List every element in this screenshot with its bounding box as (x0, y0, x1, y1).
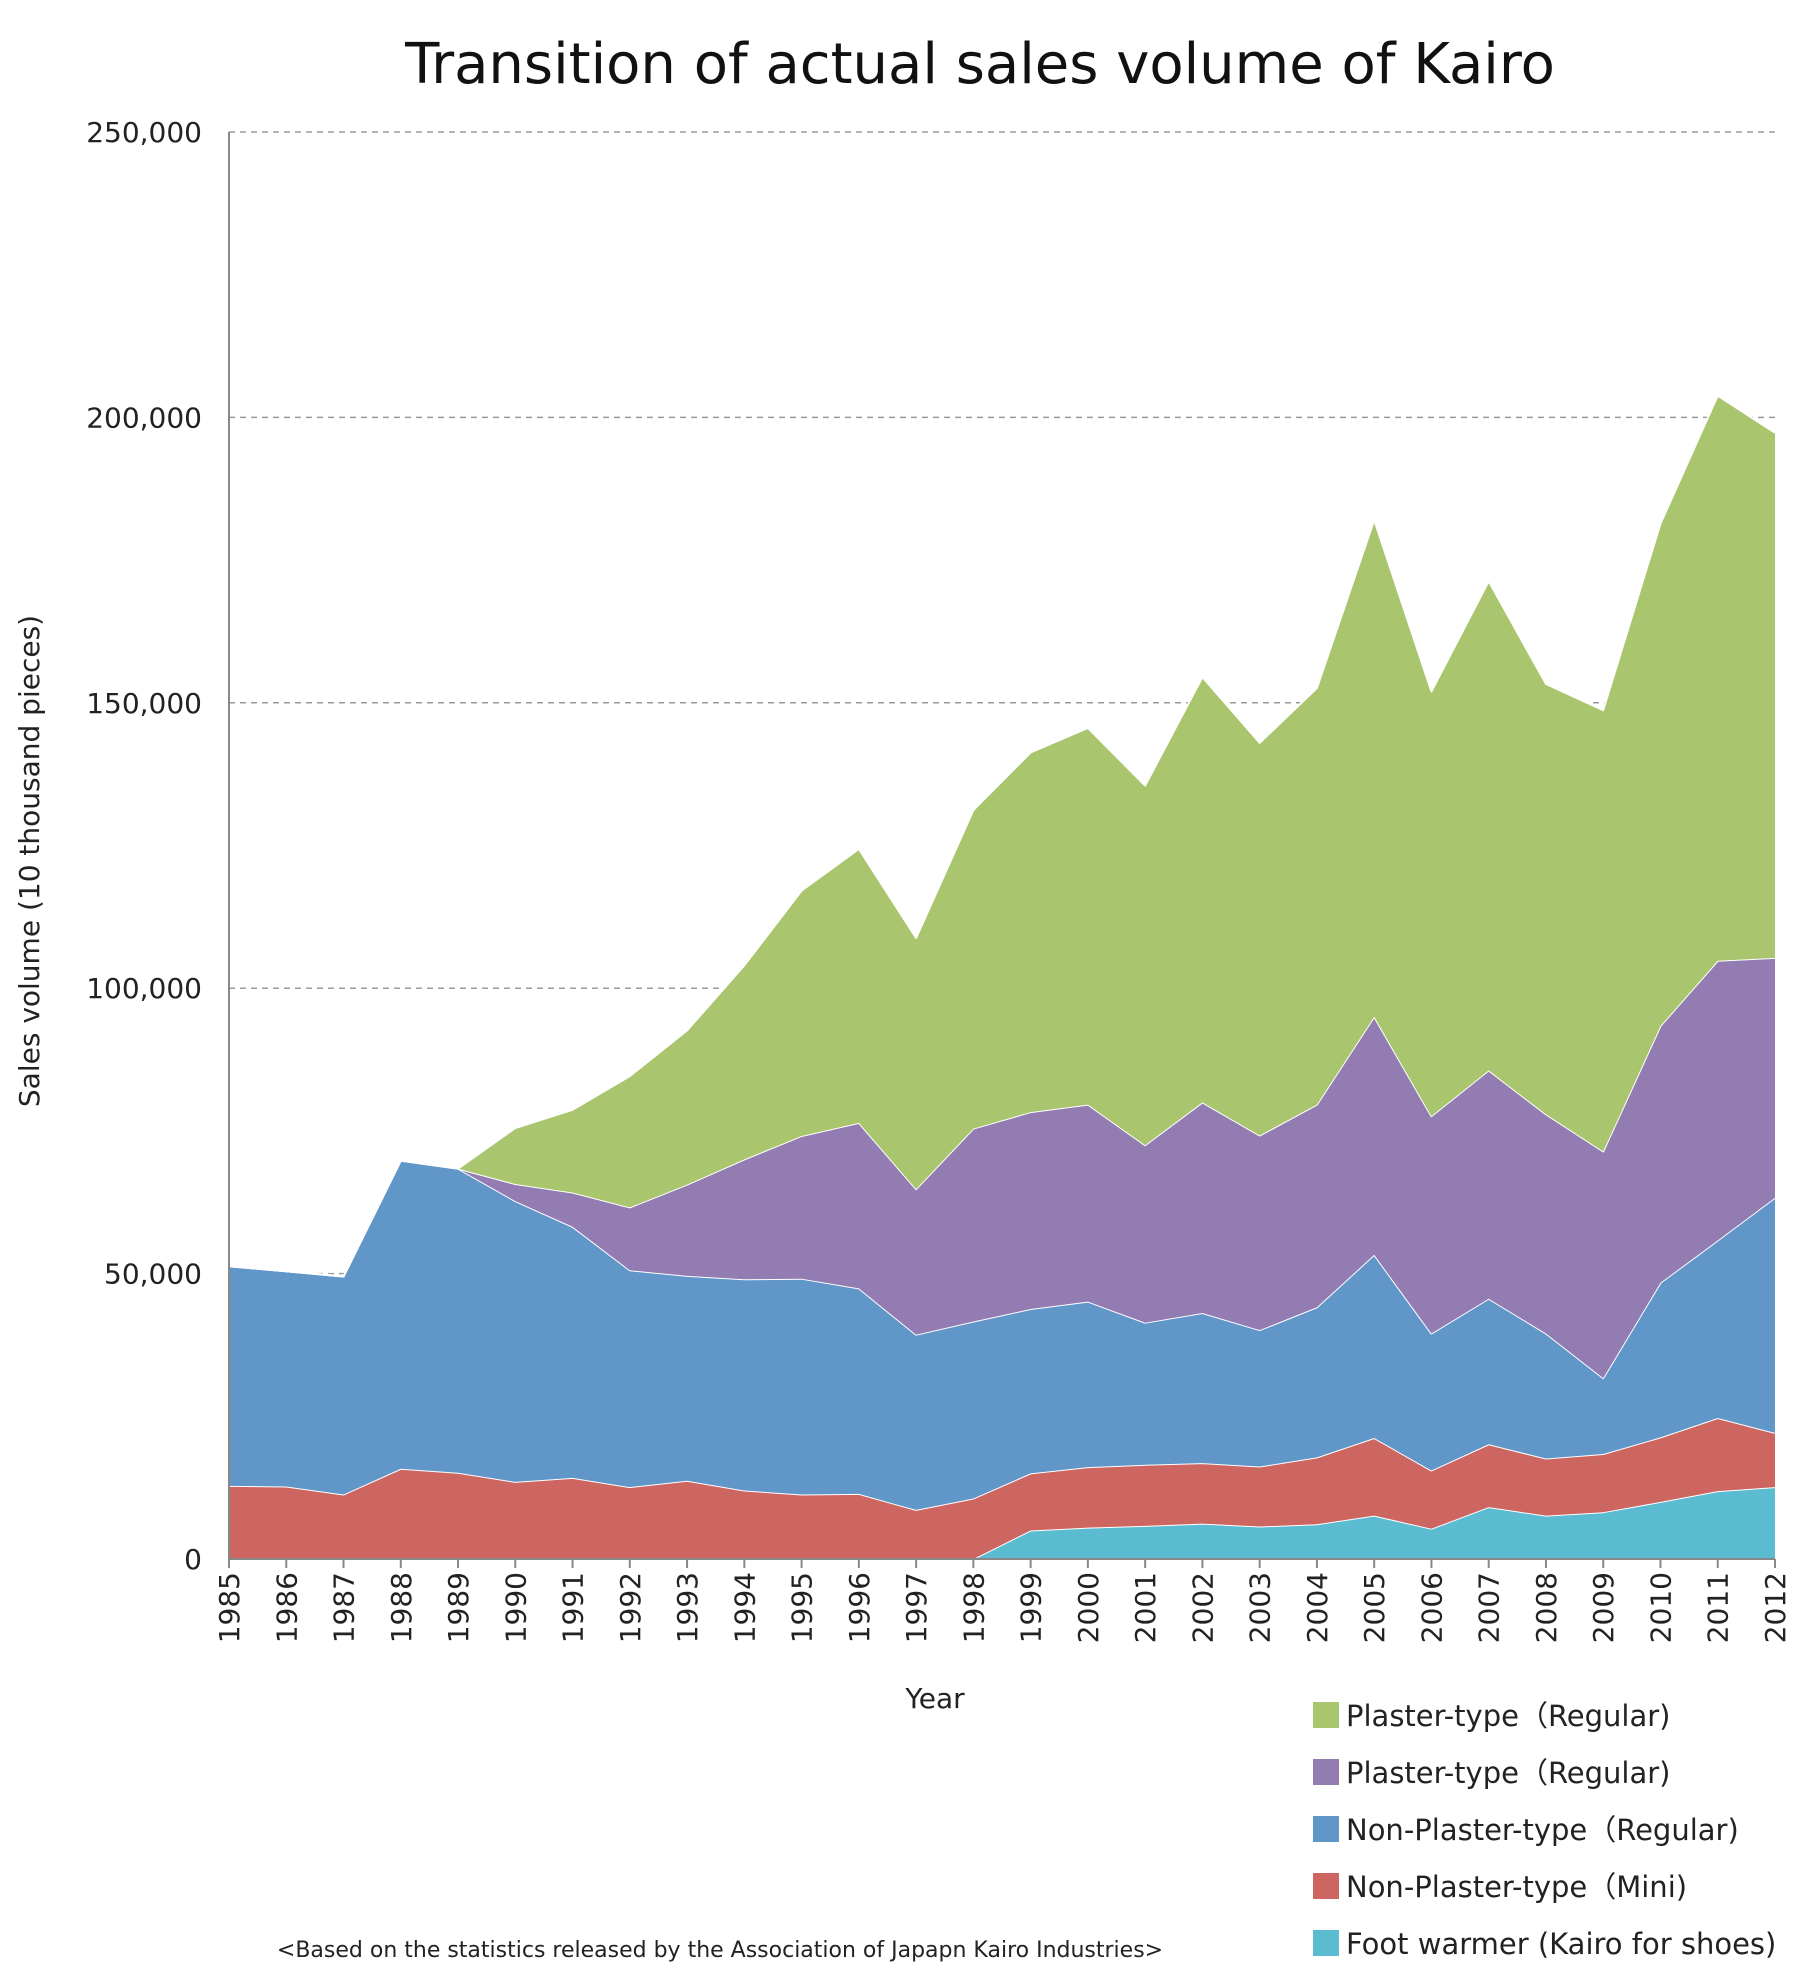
legend-label: Plaster-type（Regular) (1346, 1756, 1671, 1790)
x-tick-label: 2007 (1473, 1572, 1506, 1643)
y-tick-label: 100,000 (86, 972, 202, 1005)
x-tick-label: 2001 (1129, 1572, 1162, 1643)
x-tick-label: 1999 (1015, 1572, 1048, 1643)
x-tick-label: 1994 (728, 1572, 761, 1643)
stacked-areas (228, 394, 1776, 1560)
area-series-2 (229, 1418, 1775, 1559)
x-tick-label: 2008 (1530, 1572, 1563, 1643)
x-tick-label: 1991 (557, 1572, 590, 1643)
x-tick-label: 2003 (1244, 1572, 1277, 1643)
legend-label: Plaster-type（Regular) (1346, 1699, 1671, 1733)
x-tick-label: 1990 (499, 1572, 532, 1643)
area-series-1 (229, 1487, 1775, 1559)
legend-swatch (1313, 1873, 1339, 1899)
area-series-4 (229, 957, 1775, 1379)
y-tick-label: 250,000 (86, 116, 202, 149)
x-tick-label: 1998 (957, 1572, 990, 1643)
x-tick-label: 2002 (1186, 1572, 1219, 1643)
chart-title: Transition of actual sales volume of Kai… (404, 32, 1555, 97)
source-note: <Based on the statistics released by the… (277, 1938, 1163, 1963)
x-tick-label: 2009 (1587, 1572, 1620, 1643)
legend-swatch (1313, 1702, 1339, 1728)
x-tick-label: 1986 (270, 1572, 303, 1643)
y-tick-label: 0 (184, 1543, 202, 1576)
x-tick-label: 2005 (1358, 1572, 1391, 1643)
area-series-5-edge (228, 394, 1776, 1278)
legend-label: Non-Plaster-type（Regular) (1346, 1813, 1739, 1847)
area-series-5 (229, 395, 1775, 1277)
legend: Plaster-type（Regular) Plaster-type（Regula… (1313, 1699, 1776, 1961)
legend-swatch (1313, 1930, 1339, 1956)
x-tick-label: 1987 (328, 1572, 361, 1643)
y-tick-label: 200,000 (86, 401, 202, 434)
x-tick-label: 1997 (900, 1572, 933, 1643)
x-tick-label: 2004 (1301, 1572, 1334, 1643)
x-tick-label: 1995 (786, 1572, 819, 1643)
legend-swatch (1313, 1759, 1339, 1785)
y-tick-label: 50,000 (104, 1258, 202, 1291)
legend-swatch (1313, 1816, 1339, 1842)
x-tick-label: 2006 (1415, 1572, 1448, 1643)
y-axis-label: Sales volume (10 thousand pieces) (13, 615, 46, 1107)
legend-label: Foot warmer (Kairo for shoes) (1346, 1927, 1776, 1961)
x-tick-label: 1992 (614, 1572, 647, 1643)
x-tick-label: 1988 (385, 1572, 418, 1643)
y-tick-label: 150,000 (86, 687, 202, 720)
x-tick-labels: 1985 1986 1987 1988 1989 1990 1991 1992 1993 1994… (213, 1572, 1792, 1643)
x-tick-label: 2012 (1759, 1572, 1792, 1643)
x-tick-label: 2010 (1645, 1572, 1678, 1643)
x-tick-label: 1996 (843, 1572, 876, 1643)
y-tick-labels: 0 50,000 100,000 150,000 200,000 250,000 (86, 116, 202, 1576)
x-tick-label: 1989 (442, 1572, 475, 1643)
x-tick-label: 1985 (213, 1572, 246, 1643)
x-tick-label: 1993 (671, 1572, 704, 1643)
area-series-3 (229, 1160, 1775, 1510)
legend-label: Non-Plaster-type（Mini) (1346, 1870, 1687, 1904)
x-tick-label: 2000 (1072, 1572, 1105, 1643)
x-axis-label: Year (904, 1682, 965, 1715)
axes (228, 132, 1776, 1568)
x-tick-label: 2011 (1702, 1572, 1735, 1643)
